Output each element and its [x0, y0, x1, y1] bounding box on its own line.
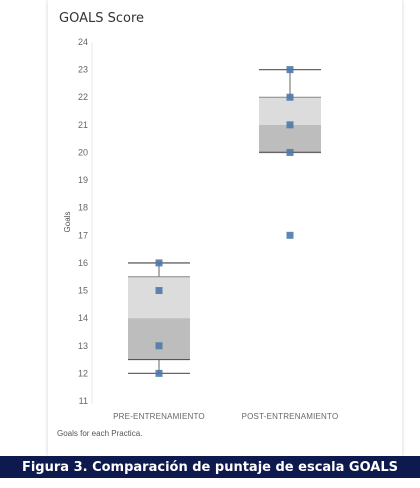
box-post: [259, 66, 321, 239]
y-tick-label: 15: [78, 286, 88, 296]
data-point: [286, 66, 294, 74]
box-upper-half: [128, 276, 190, 319]
y-tick-label: 23: [78, 65, 88, 75]
category-labels: PRE-ENTRENAMIENTO POST-ENTRENAMIENTO: [113, 412, 338, 421]
y-tick-label: 14: [78, 313, 88, 323]
category-label: POST-ENTRENAMIENTO: [242, 412, 339, 421]
data-point: [155, 342, 163, 350]
y-tick-label: 17: [78, 230, 88, 240]
box-lower-half: [259, 124, 321, 153]
data-point: [155, 287, 163, 295]
box-lower-half: [128, 318, 190, 360]
chart-title: GOALS Score: [59, 11, 145, 26]
y-tick-label: 13: [78, 341, 88, 351]
box-upper-half: [259, 97, 321, 125]
y-tick-label: 19: [78, 175, 88, 185]
figure-caption-bar: Figura 3. Comparación de puntaje de esca…: [0, 456, 420, 478]
y-axis-ticks: 11 12 13 14 15 16 17 18 19 20 21 22 23 24: [78, 37, 88, 406]
y-tick-label: 21: [78, 120, 88, 130]
data-point: [286, 93, 294, 101]
data-point: [286, 231, 294, 239]
y-tick-label: 16: [78, 258, 88, 268]
y-axis-label: Goals: [63, 212, 72, 233]
data-point: [155, 259, 163, 267]
footnote: Goals for each Practica.: [57, 429, 143, 438]
y-tick-label: 22: [78, 92, 88, 102]
data-point: [286, 121, 294, 129]
y-tick-label: 20: [78, 147, 88, 157]
y-tick-label: 12: [78, 368, 88, 378]
data-point: [155, 369, 163, 377]
y-tick-label: 24: [78, 37, 88, 47]
figure-caption: Figura 3. Comparación de puntaje de esca…: [21, 459, 399, 475]
box-plot: 11 12 13 14 15 16 17 18 19 20 21 22 23 24 Goals PRE-E…: [63, 37, 338, 421]
box-pre: [128, 259, 190, 377]
data-point: [286, 148, 294, 156]
category-label: PRE-ENTRENAMIENTO: [113, 412, 205, 421]
y-tick-label: 11: [79, 396, 88, 406]
y-tick-label: 18: [78, 203, 88, 213]
chart-panel: [48, 0, 402, 456]
boxes: [128, 66, 321, 377]
